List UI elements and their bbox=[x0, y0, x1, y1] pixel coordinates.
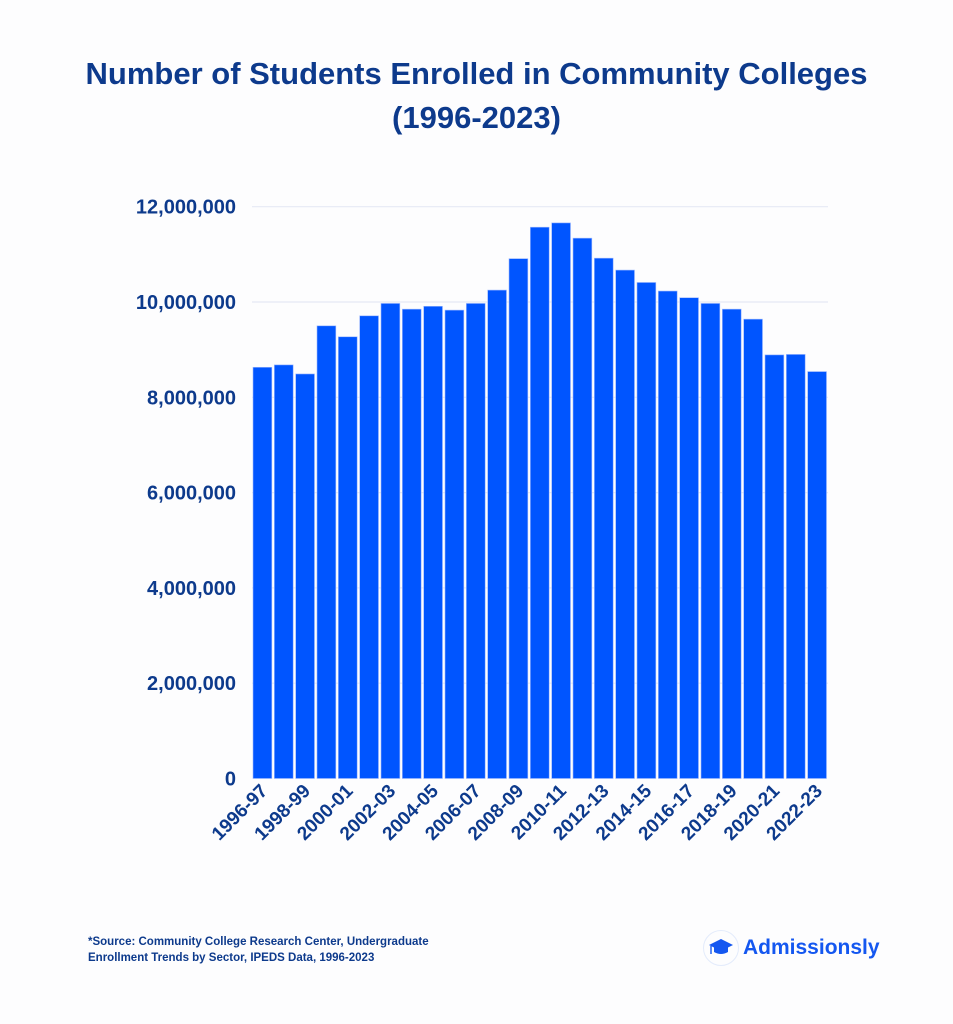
bar-1999-00 bbox=[316, 325, 337, 779]
bar-chart: 0 2,000,000 4,000,000 6,000,000 8,000,000 10,… bbox=[136, 197, 828, 845]
bar-2002-03 bbox=[380, 303, 401, 779]
bar-2017-18 bbox=[700, 303, 721, 779]
bar-2022-23 bbox=[807, 371, 827, 779]
bar-2019-20 bbox=[743, 318, 763, 779]
bar-2009-10 bbox=[530, 226, 550, 779]
source-note: *Source: Community College Research Cent… bbox=[88, 934, 488, 966]
y-tick-label: 4,000,000 bbox=[147, 578, 236, 600]
bar-1996-97 bbox=[252, 366, 273, 779]
bar-2003-04 bbox=[402, 308, 422, 779]
y-tick-label: 8,000,000 bbox=[147, 387, 236, 409]
bar-2004-05 bbox=[423, 305, 443, 779]
bar-2015-16 bbox=[658, 290, 678, 779]
y-tick-label: 10,000,000 bbox=[136, 292, 236, 314]
brand-name: Admissionsly bbox=[743, 936, 880, 959]
bar-2001-02 bbox=[359, 315, 379, 779]
y-tick-label: 2,000,000 bbox=[147, 673, 236, 695]
y-tick-label: 0 bbox=[225, 769, 236, 791]
bar-2011-12 bbox=[572, 237, 593, 779]
bar-2007-08 bbox=[487, 289, 507, 779]
brand-logo: Admissionsly bbox=[703, 930, 880, 966]
source-line-1: *Source: Community College Research Cent… bbox=[88, 936, 429, 948]
y-tick-label: 6,000,000 bbox=[147, 483, 236, 505]
bar-1997-98 bbox=[274, 364, 294, 779]
bar-2010-11 bbox=[551, 222, 571, 779]
chart-title: Number of Students Enrolled in Community… bbox=[0, 52, 953, 140]
title-line: Number of Students Enrolled in Community… bbox=[85, 56, 868, 91]
bar-2008-09 bbox=[508, 258, 529, 779]
source-line-2: Enrollment Trends by Sector, IPEDS Data,… bbox=[88, 952, 375, 964]
subtitle-line: (1996-2023) bbox=[392, 100, 561, 135]
bar-2016-17 bbox=[679, 297, 699, 779]
bar-2012-13 bbox=[594, 257, 614, 779]
bar-2005-06 bbox=[444, 309, 465, 779]
bar-2020-21 bbox=[764, 354, 785, 779]
bar-2021-22 bbox=[786, 354, 806, 779]
bar-2018-19 bbox=[722, 308, 742, 779]
bar-2006-07 bbox=[466, 303, 486, 779]
bar-2013-14 bbox=[615, 269, 635, 779]
bar-2014-15 bbox=[636, 282, 657, 779]
bar-1998-99 bbox=[295, 373, 315, 779]
y-tick-label: 12,000,000 bbox=[136, 197, 236, 219]
bar-2000-01 bbox=[338, 336, 358, 779]
graduation-cap-icon bbox=[703, 930, 739, 966]
